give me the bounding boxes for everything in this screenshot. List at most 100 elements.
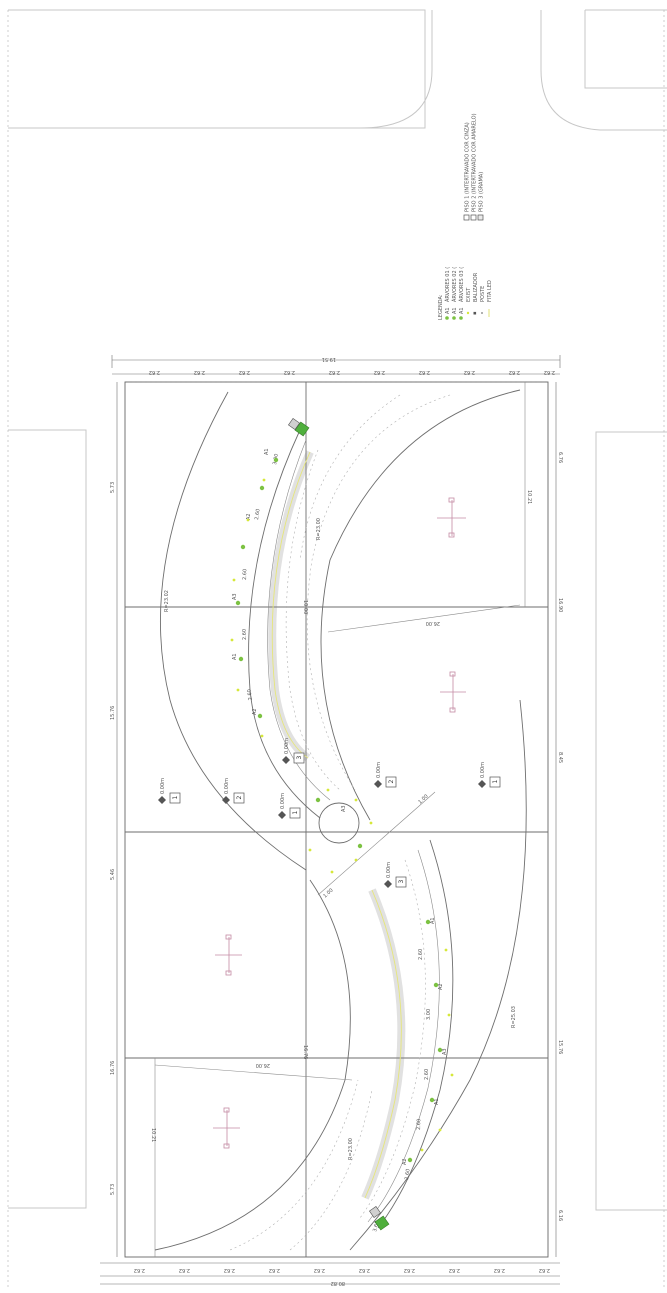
small-dim-label: 10.21 bbox=[150, 1128, 156, 1142]
tree-tag: A1 bbox=[434, 1098, 440, 1105]
piso-3-label: PISO 3 (GRAMA) bbox=[479, 172, 485, 212]
end-block-top bbox=[288, 418, 300, 430]
plot-boundary bbox=[124, 381, 549, 1258]
light-poles bbox=[213, 497, 466, 1149]
legend-item-4: BALIZADOR bbox=[473, 272, 479, 315]
top-right-lot bbox=[584, 9, 667, 89]
overall-top-label: 19.51 bbox=[322, 356, 336, 362]
level-label: 0.00m bbox=[376, 762, 382, 778]
radius-label: R=25.03 bbox=[511, 1006, 517, 1028]
lower-radius-line bbox=[154, 1064, 353, 1081]
tree-icon bbox=[445, 316, 449, 320]
tree-icon bbox=[240, 544, 246, 550]
level-marker-5: 0.00m 2 bbox=[374, 762, 397, 788]
radius-label: R=23.02 bbox=[164, 590, 170, 612]
tree-tag: A2 bbox=[252, 708, 258, 715]
tree-icon bbox=[235, 600, 241, 606]
pole-icon bbox=[437, 497, 466, 538]
lower-radius-label: 26.00 bbox=[256, 1062, 270, 1068]
upper-radius-label: 26.00 bbox=[426, 620, 440, 626]
existing-markers bbox=[230, 478, 454, 1152]
bollard-icon bbox=[473, 311, 477, 315]
right-dim-label: 8.45 bbox=[557, 752, 563, 763]
step-label: 3.00 bbox=[426, 1009, 432, 1020]
level-diamond-icon bbox=[222, 796, 230, 804]
level-label: 0.00m bbox=[480, 762, 486, 778]
top-tick-label: 2.62 bbox=[239, 369, 250, 375]
legend-label: ÁRVORES 03 ( bbox=[458, 267, 465, 302]
pole-icon bbox=[213, 1107, 240, 1149]
left-dim-label: 15.76 bbox=[110, 706, 116, 720]
level-label: 0.00m bbox=[284, 738, 290, 754]
tree-tag: A1 bbox=[264, 448, 270, 455]
level-tag-box bbox=[293, 752, 305, 764]
level-tag-text: 1 bbox=[172, 796, 179, 800]
level-tag-box bbox=[233, 792, 245, 804]
tree-icon bbox=[425, 919, 431, 925]
level-tag-box bbox=[395, 876, 407, 888]
bottom-tick-label: 2.62 bbox=[179, 1267, 190, 1273]
right-dim-label: 6.16 bbox=[557, 1210, 563, 1221]
upper-curve bbox=[159, 389, 521, 871]
level-tag-text: 2 bbox=[236, 796, 243, 800]
top-tick-label: 2.62 bbox=[419, 369, 430, 375]
top-tick-label: 2.62 bbox=[374, 369, 385, 375]
upper-radius-line bbox=[327, 604, 521, 633]
legend-label: ÁRVORES 02 ( bbox=[451, 267, 458, 302]
end-block-bottom bbox=[369, 1206, 381, 1218]
left-dim-label: 16.76 bbox=[110, 1061, 116, 1075]
top-tick-row: 2.62 2.62 2.62 2.62 2.62 2.62 2.62 2.62 … bbox=[112, 369, 560, 375]
tree-tag: A2 bbox=[246, 513, 252, 520]
piso-1-label: PISO 1 (INTERTRAVADO COR CINZA) bbox=[465, 122, 471, 212]
bottom-tick-label: 2.62 bbox=[134, 1267, 145, 1273]
bottom-tick-label: 2.62 bbox=[404, 1267, 415, 1273]
level-tag-text: 1 bbox=[492, 780, 499, 784]
level-marker-7: 0.00m 3 bbox=[384, 862, 407, 888]
piso-1-swatch bbox=[463, 214, 470, 221]
tree-icon bbox=[315, 797, 321, 803]
right-dim-label: 6.76 bbox=[557, 452, 563, 463]
tree-icon bbox=[407, 1157, 413, 1163]
mid-dim-label: 16.76 bbox=[302, 1045, 308, 1059]
pole-icon bbox=[215, 934, 242, 976]
top-tick-label: 2.62 bbox=[194, 369, 205, 375]
step-label: 2.60 bbox=[246, 689, 253, 701]
tree-tag: A3 bbox=[232, 593, 238, 600]
legend-item-6: FITA LED bbox=[487, 280, 493, 317]
level-tag-box bbox=[385, 776, 397, 788]
legend-label: POSTE bbox=[480, 286, 486, 302]
tree-icon bbox=[257, 713, 263, 719]
radius-label: R=23.00 bbox=[348, 1138, 354, 1160]
level-diamond-icon bbox=[384, 880, 392, 888]
overall-bottom-label: 80.82 bbox=[331, 1280, 345, 1286]
radius-label: R=23.00 bbox=[316, 518, 322, 540]
mid-dim-label: 10.00 bbox=[302, 600, 308, 614]
level-diamond-icon bbox=[282, 756, 290, 764]
bottom-tick-label: 2.62 bbox=[449, 1267, 460, 1273]
tree-tag: A2 bbox=[402, 1158, 408, 1165]
level-marker-3: 0.00m 1 bbox=[278, 793, 301, 819]
top-left-lot bbox=[8, 9, 426, 129]
legend-symbol: A1 bbox=[459, 307, 465, 314]
bottom-tick-label: 2.62 bbox=[359, 1267, 370, 1273]
tree-icon bbox=[433, 982, 439, 988]
level-tag-text: 1 bbox=[292, 811, 299, 815]
level-tag-box bbox=[489, 776, 501, 788]
bottom-tick-label: 2.62 bbox=[494, 1267, 505, 1273]
legend-label: EXIST bbox=[466, 287, 472, 302]
small-dim-label: 10.21 bbox=[526, 490, 532, 504]
step-label: 2.60 bbox=[418, 949, 424, 960]
level-marker-6: 0.00m 1 bbox=[478, 762, 501, 788]
pole-icon bbox=[440, 671, 466, 713]
level-marker-1: 0.00m 1 bbox=[158, 778, 181, 804]
level-tag-box bbox=[289, 807, 301, 819]
top-road-curve-left bbox=[359, 10, 433, 129]
bottom-tick-label: 2.62 bbox=[314, 1267, 325, 1273]
bottom-dimension-rows: 2.62 2.62 2.62 2.62 2.62 2.62 2.62 2.62 … bbox=[100, 1262, 560, 1286]
diag-dim-label: 1.00 bbox=[417, 794, 429, 806]
end-planter-top bbox=[294, 421, 310, 437]
trees bbox=[235, 457, 443, 1163]
legend-item-0: A1 ÁRVORES 01 ( bbox=[444, 267, 451, 320]
tree-icon bbox=[259, 485, 265, 491]
